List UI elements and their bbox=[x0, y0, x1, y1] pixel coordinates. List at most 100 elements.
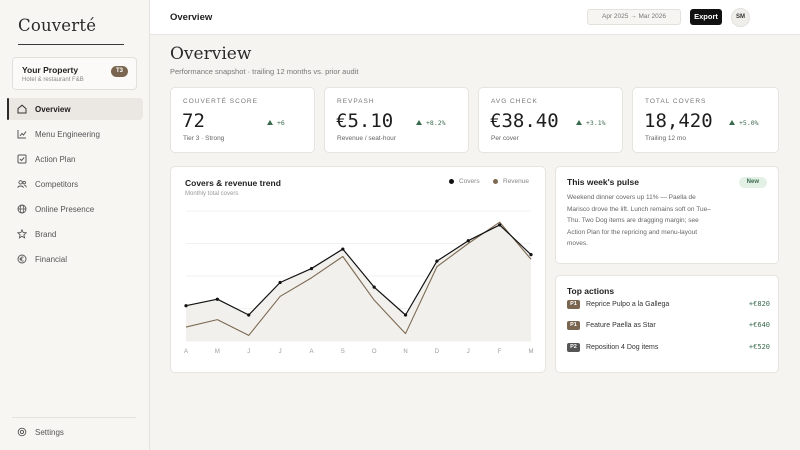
revenue-line bbox=[185, 221, 532, 336]
property-name: Your Property bbox=[22, 65, 79, 75]
legend-label: Covers bbox=[459, 178, 480, 185]
top-bar: Overview Apr 2025 → Mar 2026 Export SM bbox=[150, 0, 800, 35]
x-tick-label: A bbox=[309, 349, 313, 355]
date-range-picker[interactable]: Apr 2025 → Mar 2026 bbox=[587, 9, 681, 25]
page-subtitle: Performance snapshot · trailing 12 month… bbox=[170, 67, 359, 76]
sidebar-item-label: Settings bbox=[35, 427, 64, 437]
x-tick-label: N bbox=[403, 349, 407, 355]
trend-up-icon bbox=[576, 120, 582, 125]
covers-point bbox=[184, 304, 188, 308]
legend-swatch bbox=[493, 179, 498, 184]
kpi-delta: +6 bbox=[267, 119, 285, 127]
property-subtitle: Hotel & restaurant F&B bbox=[22, 77, 84, 83]
sidebar-item-settings[interactable]: Settings bbox=[7, 421, 143, 443]
trend-up-icon bbox=[729, 120, 735, 125]
legend-item-revenue: Revenue bbox=[493, 178, 529, 185]
page-title: Overview bbox=[170, 44, 252, 64]
users-icon bbox=[17, 179, 27, 189]
legend-swatch bbox=[449, 179, 454, 184]
covers-point bbox=[247, 313, 251, 317]
export-button[interactable]: Export bbox=[690, 9, 722, 25]
sidebar-divider bbox=[12, 417, 136, 418]
action-item[interactable]: P1 Reprice Pulpo a la Gallega +€820 bbox=[567, 298, 770, 310]
home-icon bbox=[17, 104, 27, 114]
kpi-value: 18,420 bbox=[644, 110, 713, 132]
sidebar-item-label: Action Plan bbox=[35, 154, 76, 164]
x-tick-label: J bbox=[279, 349, 282, 355]
x-tick-label: O bbox=[372, 349, 377, 355]
kpi-label: TOTAL COVERS bbox=[645, 98, 707, 105]
chart-subtitle: Monthly total covers bbox=[185, 191, 239, 197]
euro-icon bbox=[17, 254, 27, 264]
kpi-value: 72 bbox=[182, 110, 205, 132]
sidebar-item-financial[interactable]: Financial bbox=[7, 248, 143, 270]
sidebar-nav: Overview Menu Engineering Action Plan Co… bbox=[7, 98, 143, 273]
covers-point bbox=[498, 223, 502, 227]
action-value: +€820 bbox=[748, 300, 770, 308]
x-tick-label: D bbox=[435, 349, 440, 355]
x-tick-label: S bbox=[341, 349, 345, 355]
kpi-label: AVG CHECK bbox=[491, 98, 538, 105]
brand-divider bbox=[18, 44, 124, 45]
kpi-card-revpash: REVPASH €5.10 +8.2% Revenue / seat-hour bbox=[324, 87, 469, 153]
property-selector[interactable]: Your Property Hotel & restaurant F&B T3 bbox=[12, 57, 137, 90]
top-actions-card: Top actions P1 Reprice Pulpo a la Galleg… bbox=[555, 275, 779, 373]
action-item[interactable]: P1 Feature Paella as Star +€640 bbox=[567, 319, 770, 331]
kpi-delta: +3.1% bbox=[576, 119, 606, 127]
new-badge: New bbox=[738, 177, 767, 188]
sidebar-item-overview[interactable]: Overview bbox=[7, 98, 143, 120]
brand-logo[interactable]: Couverté bbox=[18, 16, 97, 35]
sidebar-item-online-presence[interactable]: Online Presence bbox=[7, 198, 143, 220]
covers-point bbox=[341, 247, 345, 251]
sidebar-item-label: Financial bbox=[35, 254, 68, 264]
priority-badge: P2 bbox=[567, 342, 580, 352]
sidebar-item-menu-engineering[interactable]: Menu Engineering bbox=[7, 123, 143, 145]
kpi-delta-value: +3.1% bbox=[586, 119, 606, 127]
kpi-note: Trailing 12 mo bbox=[645, 135, 686, 142]
sidebar-item-action-plan[interactable]: Action Plan bbox=[7, 148, 143, 170]
kpi-delta: +8.2% bbox=[416, 119, 446, 127]
action-value: +€640 bbox=[748, 321, 770, 329]
action-label: Reposition 4 Dog items bbox=[586, 343, 659, 351]
sidebar-item-competitors[interactable]: Competitors bbox=[7, 173, 143, 195]
sidebar-item-label: Online Presence bbox=[35, 204, 95, 214]
sidebar-item-label: Overview bbox=[35, 104, 71, 114]
sidebar-item-label: Competitors bbox=[35, 179, 79, 189]
tier-badge: T3 bbox=[110, 66, 128, 77]
checkbox-icon bbox=[17, 154, 27, 164]
pulse-body: Weekend dinner covers up 11% — Paella de… bbox=[567, 194, 711, 248]
legend-label: Revenue bbox=[503, 178, 530, 185]
avatar[interactable]: SM bbox=[731, 8, 750, 27]
trend-up-icon bbox=[267, 120, 273, 125]
kpi-value: €38.40 bbox=[490, 110, 559, 132]
covers-point bbox=[215, 297, 219, 301]
action-item[interactable]: P2 Reposition 4 Dog items +€520 bbox=[567, 341, 770, 353]
priority-badge: P1 bbox=[567, 320, 580, 330]
covers-area bbox=[186, 224, 531, 341]
topbar-title: Overview bbox=[170, 12, 213, 23]
covers-point bbox=[466, 239, 470, 243]
trend-chart-card: Covers & revenue trend Monthly total cov… bbox=[170, 166, 546, 373]
kpi-label: REVPASH bbox=[337, 98, 375, 105]
covers-point bbox=[278, 280, 282, 285]
x-tick-label: J bbox=[467, 349, 470, 355]
covers-line bbox=[185, 224, 532, 316]
sidebar: Couverté Your Property Hotel & restauran… bbox=[0, 0, 150, 450]
kpi-label: COUVERTÉ SCORE bbox=[183, 98, 258, 105]
kpi-note: Tier 3 · Strong bbox=[183, 135, 225, 142]
kpi-delta-value: +5.0% bbox=[739, 119, 759, 127]
action-value: +€520 bbox=[748, 343, 770, 351]
kpi-card-score: COUVERTÉ SCORE 72 +6 Tier 3 · Strong bbox=[170, 87, 315, 153]
kpi-value: €5.10 bbox=[336, 110, 394, 132]
kpi-delta-value: +8.2% bbox=[426, 119, 446, 127]
chart-icon bbox=[17, 129, 27, 139]
kpi-note: Revenue / seat-hour bbox=[337, 135, 396, 142]
sidebar-item-brand[interactable]: Brand bbox=[7, 223, 143, 245]
kpi-note: Per cover bbox=[491, 135, 519, 142]
x-tick-label: A bbox=[184, 349, 188, 355]
covers-point bbox=[529, 253, 533, 257]
kpi-delta-value: +6 bbox=[277, 119, 285, 127]
covers-point bbox=[372, 285, 376, 289]
sidebar-item-label: Menu Engineering bbox=[35, 129, 100, 139]
